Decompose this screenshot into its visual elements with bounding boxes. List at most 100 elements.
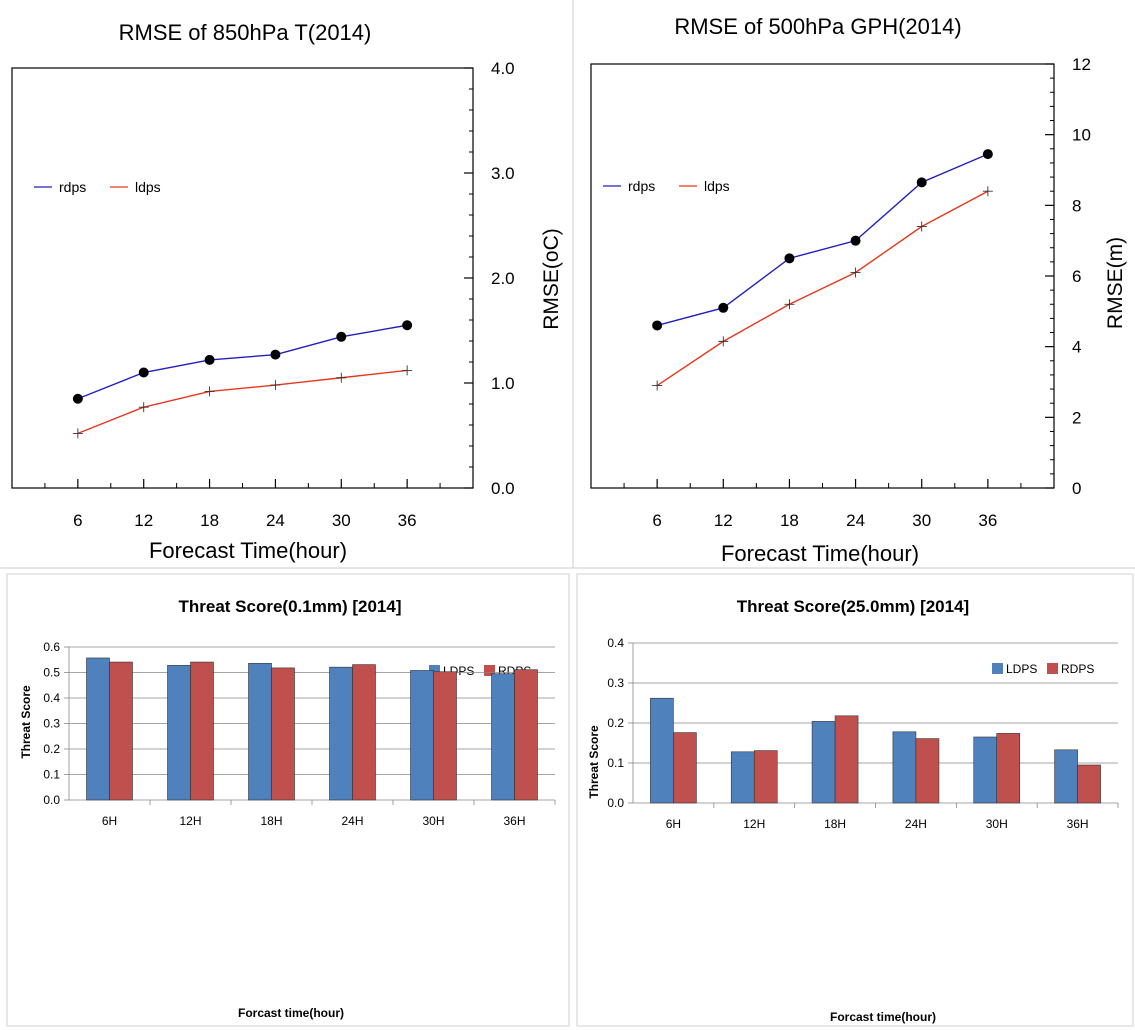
legend-swatch-rdps xyxy=(1047,663,1058,674)
x-tick-label: 30H xyxy=(422,814,444,828)
point-ldps xyxy=(402,365,413,376)
x-tick-label: 6H xyxy=(102,814,117,828)
bar-ldps xyxy=(410,670,434,801)
x-axis-label: Forcast time(hour) xyxy=(830,1010,936,1024)
point-ldps xyxy=(336,372,347,383)
y-tick-label: 0.1 xyxy=(607,756,624,770)
bar-rdps xyxy=(673,732,697,804)
x-tick-label: 24H xyxy=(905,817,927,831)
x-tick-label: 18H xyxy=(824,817,846,831)
y-tick-label: 0.3 xyxy=(43,717,60,731)
x-tick-label: 30H xyxy=(986,817,1008,831)
point-rdps xyxy=(402,320,413,331)
y-tick-label: 0.0 xyxy=(43,793,60,807)
bar-ldps xyxy=(329,666,353,801)
x-tick-label: 6 xyxy=(73,511,82,530)
point-rdps xyxy=(270,349,281,360)
y-tick-label: 0.0 xyxy=(491,479,515,498)
y-tick-label: 12 xyxy=(1072,55,1091,74)
x-tick-label: 12 xyxy=(714,511,733,530)
x-tick-label: 24H xyxy=(341,814,363,828)
point-rdps xyxy=(718,302,729,313)
x-axis-label: Forecast Time(hour) xyxy=(149,538,347,563)
legend-label-ldps: LDPS xyxy=(1006,662,1037,676)
point-rdps xyxy=(72,393,83,404)
x-tick-label: 36H xyxy=(1067,817,1089,831)
x-tick-label: 24 xyxy=(266,511,285,530)
y-tick-label: 4 xyxy=(1072,338,1081,357)
bar-ldps xyxy=(248,663,272,801)
point-rdps xyxy=(850,235,861,246)
legend-swatch-ldps xyxy=(992,663,1003,674)
y-tick-label: 0.4 xyxy=(607,636,624,650)
y-axis-label: Threat Score xyxy=(587,725,601,799)
legend-label-ldps: ldps xyxy=(135,179,161,195)
chart-title: RMSE of 850hPa T(2014) xyxy=(119,20,372,45)
bar-ldps xyxy=(730,751,755,804)
bar-ldps xyxy=(973,736,998,804)
point-rdps xyxy=(784,253,795,264)
y-tick-label: 1.0 xyxy=(491,374,515,393)
y-tick-label: 0.5 xyxy=(43,666,60,680)
point-rdps xyxy=(982,149,993,160)
point-ldps xyxy=(916,221,927,232)
y-tick-label: 3.0 xyxy=(491,164,515,183)
bar-rdps xyxy=(753,750,778,804)
plot-frame xyxy=(11,67,474,489)
bar-rdps xyxy=(271,667,295,801)
bar-rdps xyxy=(1077,764,1101,804)
y-tick-label: 6 xyxy=(1072,267,1081,286)
bar-ldps xyxy=(811,721,836,804)
y-axis-label: RMSE(oC) xyxy=(540,228,563,330)
bar-rdps xyxy=(190,661,214,801)
bar-ldps xyxy=(167,665,191,801)
plot-frame xyxy=(590,63,1055,489)
point-ldps xyxy=(204,386,215,397)
series-line-ldps xyxy=(656,190,989,387)
y-tick-label: 4.0 xyxy=(491,59,515,78)
series-line-ldps xyxy=(77,369,408,435)
chart-title: Threat Score(25.0mm) [2014] xyxy=(737,597,969,616)
threat-score-25.0mm-chart: Threat Score(25.0mm) [2014] Forcast time… xyxy=(587,597,1119,1024)
point-ldps xyxy=(784,299,795,310)
bar-rdps xyxy=(834,715,859,804)
x-tick-label: 36 xyxy=(978,511,997,530)
point-rdps xyxy=(652,320,663,331)
bar-ldps xyxy=(650,697,674,804)
y-tick-label: 0.4 xyxy=(43,691,60,705)
point-rdps xyxy=(138,367,149,378)
y-tick-label: 0.1 xyxy=(43,768,60,782)
x-tick-label: 18 xyxy=(780,511,799,530)
chart-title: RMSE of 500hPa GPH(2014) xyxy=(674,14,961,39)
threat-score-0.1mm-chart: Threat Score(0.1mm) [2014] Forcast time(… xyxy=(19,597,556,1020)
bar-rdps xyxy=(514,669,538,801)
point-rdps xyxy=(336,331,347,342)
point-ldps xyxy=(850,267,861,278)
point-ldps xyxy=(718,336,729,347)
x-tick-label: 30 xyxy=(332,511,351,530)
point-rdps xyxy=(916,177,927,188)
rmse-850hpa-t-chart: RMSE of 850hPa T(2014) Forecast Time(hou… xyxy=(11,20,563,563)
x-tick-label: 36 xyxy=(398,511,417,530)
y-tick-label: 0.2 xyxy=(43,742,60,756)
legend: rdps ldps xyxy=(34,179,161,195)
x-tick-label: 6 xyxy=(652,511,661,530)
legend-swatch-rdps xyxy=(484,665,495,676)
y-tick-label: 8 xyxy=(1072,196,1081,215)
x-tick-label: 30 xyxy=(912,511,931,530)
x-tick-label: 24 xyxy=(846,511,865,530)
x-axis-label: Forcast time(hour) xyxy=(238,1006,344,1020)
y-tick-label: 2.0 xyxy=(491,269,515,288)
bar-rdps xyxy=(996,733,1021,804)
legend-swatch-ldps xyxy=(429,665,440,676)
point-ldps xyxy=(138,402,149,413)
bar-ldps xyxy=(1054,749,1078,804)
series-line-rdps xyxy=(656,153,989,327)
y-tick-label: 10 xyxy=(1072,126,1091,145)
bar-rdps xyxy=(433,671,457,801)
bar-rdps xyxy=(109,661,133,801)
legend: LDPS RDPS xyxy=(992,662,1094,676)
y-tick-label: 0.0 xyxy=(607,796,624,810)
point-ldps xyxy=(982,186,993,197)
